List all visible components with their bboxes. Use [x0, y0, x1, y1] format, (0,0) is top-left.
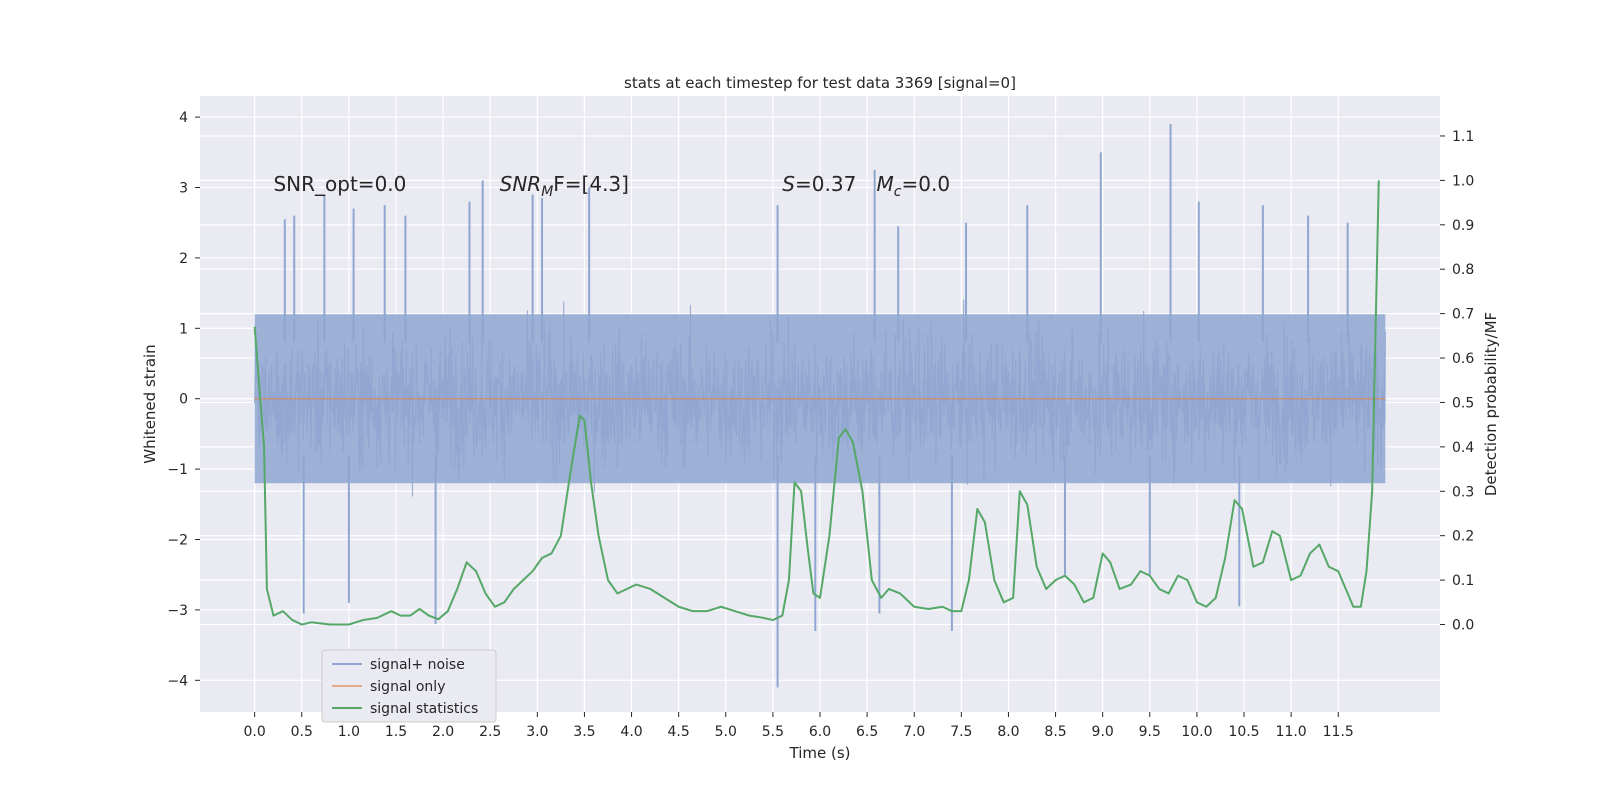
- x-tick-label: 11.0: [1276, 724, 1307, 740]
- y-tick-label: 1: [179, 321, 188, 337]
- legend-label-signal-statistics: signal statistics: [370, 701, 478, 717]
- x-tick-label: 10.5: [1228, 724, 1259, 740]
- annotation-3: Mc=0.0: [877, 172, 951, 200]
- x-tick-label: 3.0: [526, 724, 548, 740]
- annotation-tail: F=[4.3]: [553, 172, 629, 196]
- y2-tick-label: 0.5: [1452, 395, 1474, 411]
- x-axis-label: Time (s): [789, 744, 851, 762]
- annotation-0: SNR_opt=0.0: [273, 172, 406, 196]
- annotation-tail: =0.0: [902, 172, 951, 196]
- x-tick-label: 7.5: [950, 724, 972, 740]
- y-tick-label: −3: [167, 603, 188, 619]
- legend-label-signal-noise: signal+ noise: [370, 657, 465, 673]
- x-tick-label: 9.0: [1092, 724, 1114, 740]
- x-tick-label: 0.5: [291, 724, 313, 740]
- series-signal-statistics: [253, 180, 1380, 626]
- x-tick-label: 8.0: [997, 724, 1019, 740]
- legend-box: [321, 649, 497, 723]
- y2-tick-label: 0.3: [1452, 484, 1474, 500]
- y-tick-label: 4: [179, 110, 188, 126]
- x-tick-label: 7.0: [903, 724, 925, 740]
- y2-tick-label: 0.0: [1452, 618, 1474, 634]
- annotation-base: M: [877, 172, 894, 196]
- y-tick-label: −1: [167, 462, 188, 478]
- annotation-base: S: [782, 172, 795, 196]
- y2-axis-label: Detection probability/MF: [1482, 312, 1500, 496]
- x-tick-label: 6.5: [856, 724, 878, 740]
- chart-title: stats at each timestep for test data 336…: [624, 74, 1016, 92]
- annotation-1: SNRMF=[4.3]: [500, 172, 629, 200]
- y-tick-label: 2: [179, 251, 188, 267]
- x-tick-label: 5.0: [715, 724, 737, 740]
- y2-tick-label: 0.4: [1452, 440, 1474, 456]
- x-tick-label: 11.5: [1323, 724, 1354, 740]
- y-tick-label: −2: [167, 533, 188, 549]
- annotation-subscript: c: [894, 184, 902, 200]
- x-tick-label: 2.0: [432, 724, 454, 740]
- y-tick-label: 3: [179, 181, 188, 197]
- y2-tick-label: 0.6: [1452, 351, 1474, 367]
- y2-tick-label: 0.2: [1452, 529, 1474, 545]
- x-tick-label: 1.5: [385, 724, 407, 740]
- x-tick-label: 8.5: [1044, 724, 1066, 740]
- x-tick-label: 10.0: [1181, 724, 1212, 740]
- legend: signal+ noise signal only signal statist…: [321, 649, 497, 723]
- y2-tick-label: 0.8: [1452, 262, 1474, 278]
- series-layer: [253, 124, 1386, 688]
- x-tick-label: 5.5: [762, 724, 784, 740]
- x-tick-label: 3.5: [573, 724, 595, 740]
- y2-tick-label: 0.9: [1452, 218, 1474, 234]
- annotation-2: S=0.37: [782, 172, 856, 196]
- legend-label-signal-only: signal only: [370, 679, 445, 695]
- y-tick-label: 0: [179, 392, 188, 408]
- x-tick-label: 6.0: [809, 724, 831, 740]
- x-tick-label: 4.5: [668, 724, 690, 740]
- x-tick-label: 4.0: [620, 724, 642, 740]
- x-tick-label: 9.5: [1139, 724, 1161, 740]
- axis-ticks: 0.0 0.5 1.0 1.5 2.0 2.5 3.0 3.5 4.0 4.5 5.0 5.5 6.0 6…: [167, 110, 1474, 740]
- y2-tick-label: 0.1: [1452, 573, 1474, 589]
- x-tick-label: 0.0: [244, 724, 266, 740]
- y-axis-label: Whitened strain: [141, 344, 159, 463]
- annotation-base: SNR: [500, 172, 542, 196]
- annotation-subscript: M: [541, 184, 553, 200]
- x-tick-label: 2.5: [479, 724, 501, 740]
- y-tick-label: −4: [167, 673, 188, 689]
- y2-tick-label: 1.0: [1452, 173, 1474, 189]
- annotations: SNR_opt=0.0 SNRMF=[4.3] S=0.37 Mc=0.0: [273, 172, 950, 200]
- y2-tick-label: 1.1: [1452, 129, 1474, 145]
- x-tick-label: 1.0: [338, 724, 360, 740]
- annotation-tail: =0.37: [795, 172, 856, 196]
- y2-tick-label: 0.7: [1452, 307, 1474, 323]
